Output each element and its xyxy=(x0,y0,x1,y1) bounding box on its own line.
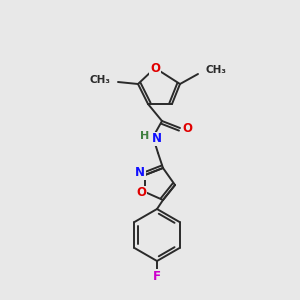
Text: CH₃: CH₃ xyxy=(206,65,227,75)
Text: N: N xyxy=(152,133,162,146)
Text: O: O xyxy=(136,187,146,200)
Text: O: O xyxy=(182,122,192,134)
Text: N: N xyxy=(135,167,145,179)
Text: H: H xyxy=(140,131,150,141)
Text: O: O xyxy=(150,61,160,74)
Text: F: F xyxy=(153,269,161,283)
Text: CH₃: CH₃ xyxy=(89,75,110,85)
